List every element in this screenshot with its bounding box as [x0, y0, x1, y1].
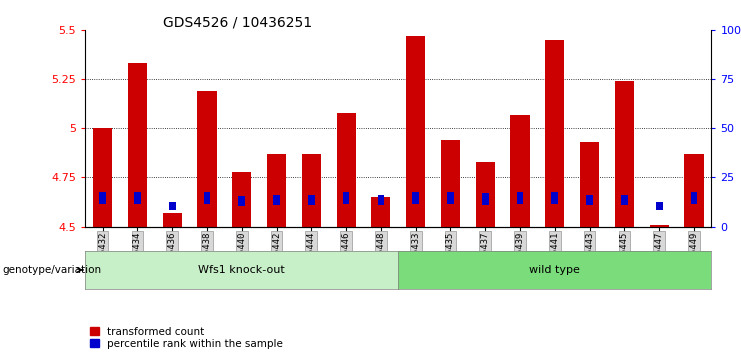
Text: wild type: wild type: [529, 265, 580, 275]
Bar: [232, 172, 251, 227]
Bar: [441, 140, 460, 227]
Bar: [378, 195, 385, 205]
Bar: [685, 154, 703, 227]
Bar: [511, 115, 530, 227]
Bar: [412, 192, 419, 204]
Bar: [691, 192, 697, 204]
Bar: [656, 202, 662, 210]
Bar: [197, 91, 216, 227]
Bar: [650, 224, 668, 227]
Bar: [516, 192, 523, 204]
Bar: [204, 192, 210, 204]
Text: GDS4526 / 10436251: GDS4526 / 10436251: [163, 16, 312, 30]
Text: Wfs1 knock-out: Wfs1 knock-out: [199, 265, 285, 275]
Text: genotype/variation: genotype/variation: [2, 265, 102, 275]
Bar: [162, 213, 182, 227]
Bar: [371, 197, 391, 227]
Bar: [615, 81, 634, 227]
Bar: [621, 195, 628, 205]
Bar: [551, 192, 558, 204]
Bar: [545, 40, 565, 227]
Bar: [134, 192, 141, 204]
Bar: [447, 192, 453, 204]
Legend: transformed count, percentile rank within the sample: transformed count, percentile rank withi…: [90, 327, 283, 349]
Bar: [343, 192, 350, 204]
Bar: [239, 196, 245, 206]
Bar: [336, 113, 356, 227]
Bar: [580, 142, 599, 227]
Bar: [308, 195, 315, 205]
Bar: [406, 36, 425, 227]
Bar: [273, 195, 280, 205]
Bar: [482, 193, 488, 205]
Bar: [93, 129, 112, 227]
Bar: [99, 192, 106, 204]
Bar: [169, 202, 176, 210]
Bar: [476, 162, 495, 227]
Bar: [586, 195, 593, 205]
Bar: [267, 154, 286, 227]
Bar: [128, 63, 147, 227]
Bar: [302, 154, 321, 227]
